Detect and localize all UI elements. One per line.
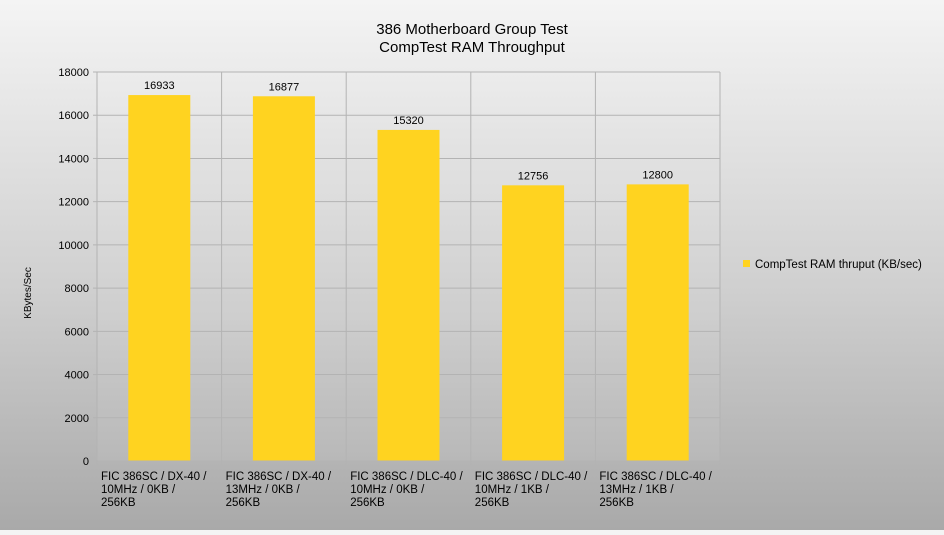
legend: CompTest RAM thruput (KB/sec) xyxy=(743,259,922,271)
category-label: FIC 386SC / DLC-40 / xyxy=(599,471,712,483)
category-label: 256KB xyxy=(475,497,510,509)
legend-label: CompTest RAM thruput (KB/sec) xyxy=(755,259,922,271)
data-label: 15320 xyxy=(393,115,424,127)
y-tick-label: 0 xyxy=(83,456,89,468)
category-label: FIC 386SC / DX-40 / xyxy=(226,471,332,483)
plot-area: 0 2000 4000 6000 8000 10000 12000 14000 16000 180… xyxy=(58,67,721,509)
bar xyxy=(502,185,565,461)
y-tick-label: 18000 xyxy=(58,67,89,79)
category-label: 256KB xyxy=(226,497,261,509)
y-tick-label: 6000 xyxy=(65,326,89,338)
y-tick-label: 8000 xyxy=(65,283,89,295)
chart-title-line-2: CompTest RAM Throughput xyxy=(379,39,565,56)
category-label: 256KB xyxy=(101,497,136,509)
category-label: 13MHz / 1KB / xyxy=(599,484,674,496)
bar xyxy=(128,95,191,462)
category-label: 10MHz / 0KB / xyxy=(350,484,425,496)
bar xyxy=(626,184,689,461)
data-label: 16877 xyxy=(269,81,300,93)
category-label: 256KB xyxy=(599,497,634,509)
category-label: FIC 386SC / DLC-40 / xyxy=(475,471,588,483)
y-tick-label: 10000 xyxy=(58,240,89,252)
category-label: 256KB xyxy=(350,497,385,509)
data-label: 16933 xyxy=(144,80,175,92)
category-label: FIC 386SC / DX-40 / xyxy=(101,471,207,483)
y-tick-label: 2000 xyxy=(65,413,89,425)
bar xyxy=(377,129,440,461)
category-label: 13MHz / 0KB / xyxy=(226,484,301,496)
data-label: 12800 xyxy=(642,169,673,181)
y-tick-label: 12000 xyxy=(58,197,89,209)
legend-swatch xyxy=(743,260,750,267)
y-tick-label: 16000 xyxy=(58,110,89,122)
y-axis-label: KBytes/Sec xyxy=(23,267,34,319)
y-tick-label: 14000 xyxy=(58,153,89,165)
category-label: 10MHz / 1KB / xyxy=(475,484,550,496)
chart-title-line-1: 386 Motherboard Group Test xyxy=(376,21,568,38)
category-label: 10MHz / 0KB / xyxy=(101,484,176,496)
data-label: 12756 xyxy=(518,170,549,182)
category-label: FIC 386SC / DLC-40 / xyxy=(350,471,463,483)
y-tick-label: 4000 xyxy=(65,370,89,382)
bar xyxy=(252,96,315,461)
